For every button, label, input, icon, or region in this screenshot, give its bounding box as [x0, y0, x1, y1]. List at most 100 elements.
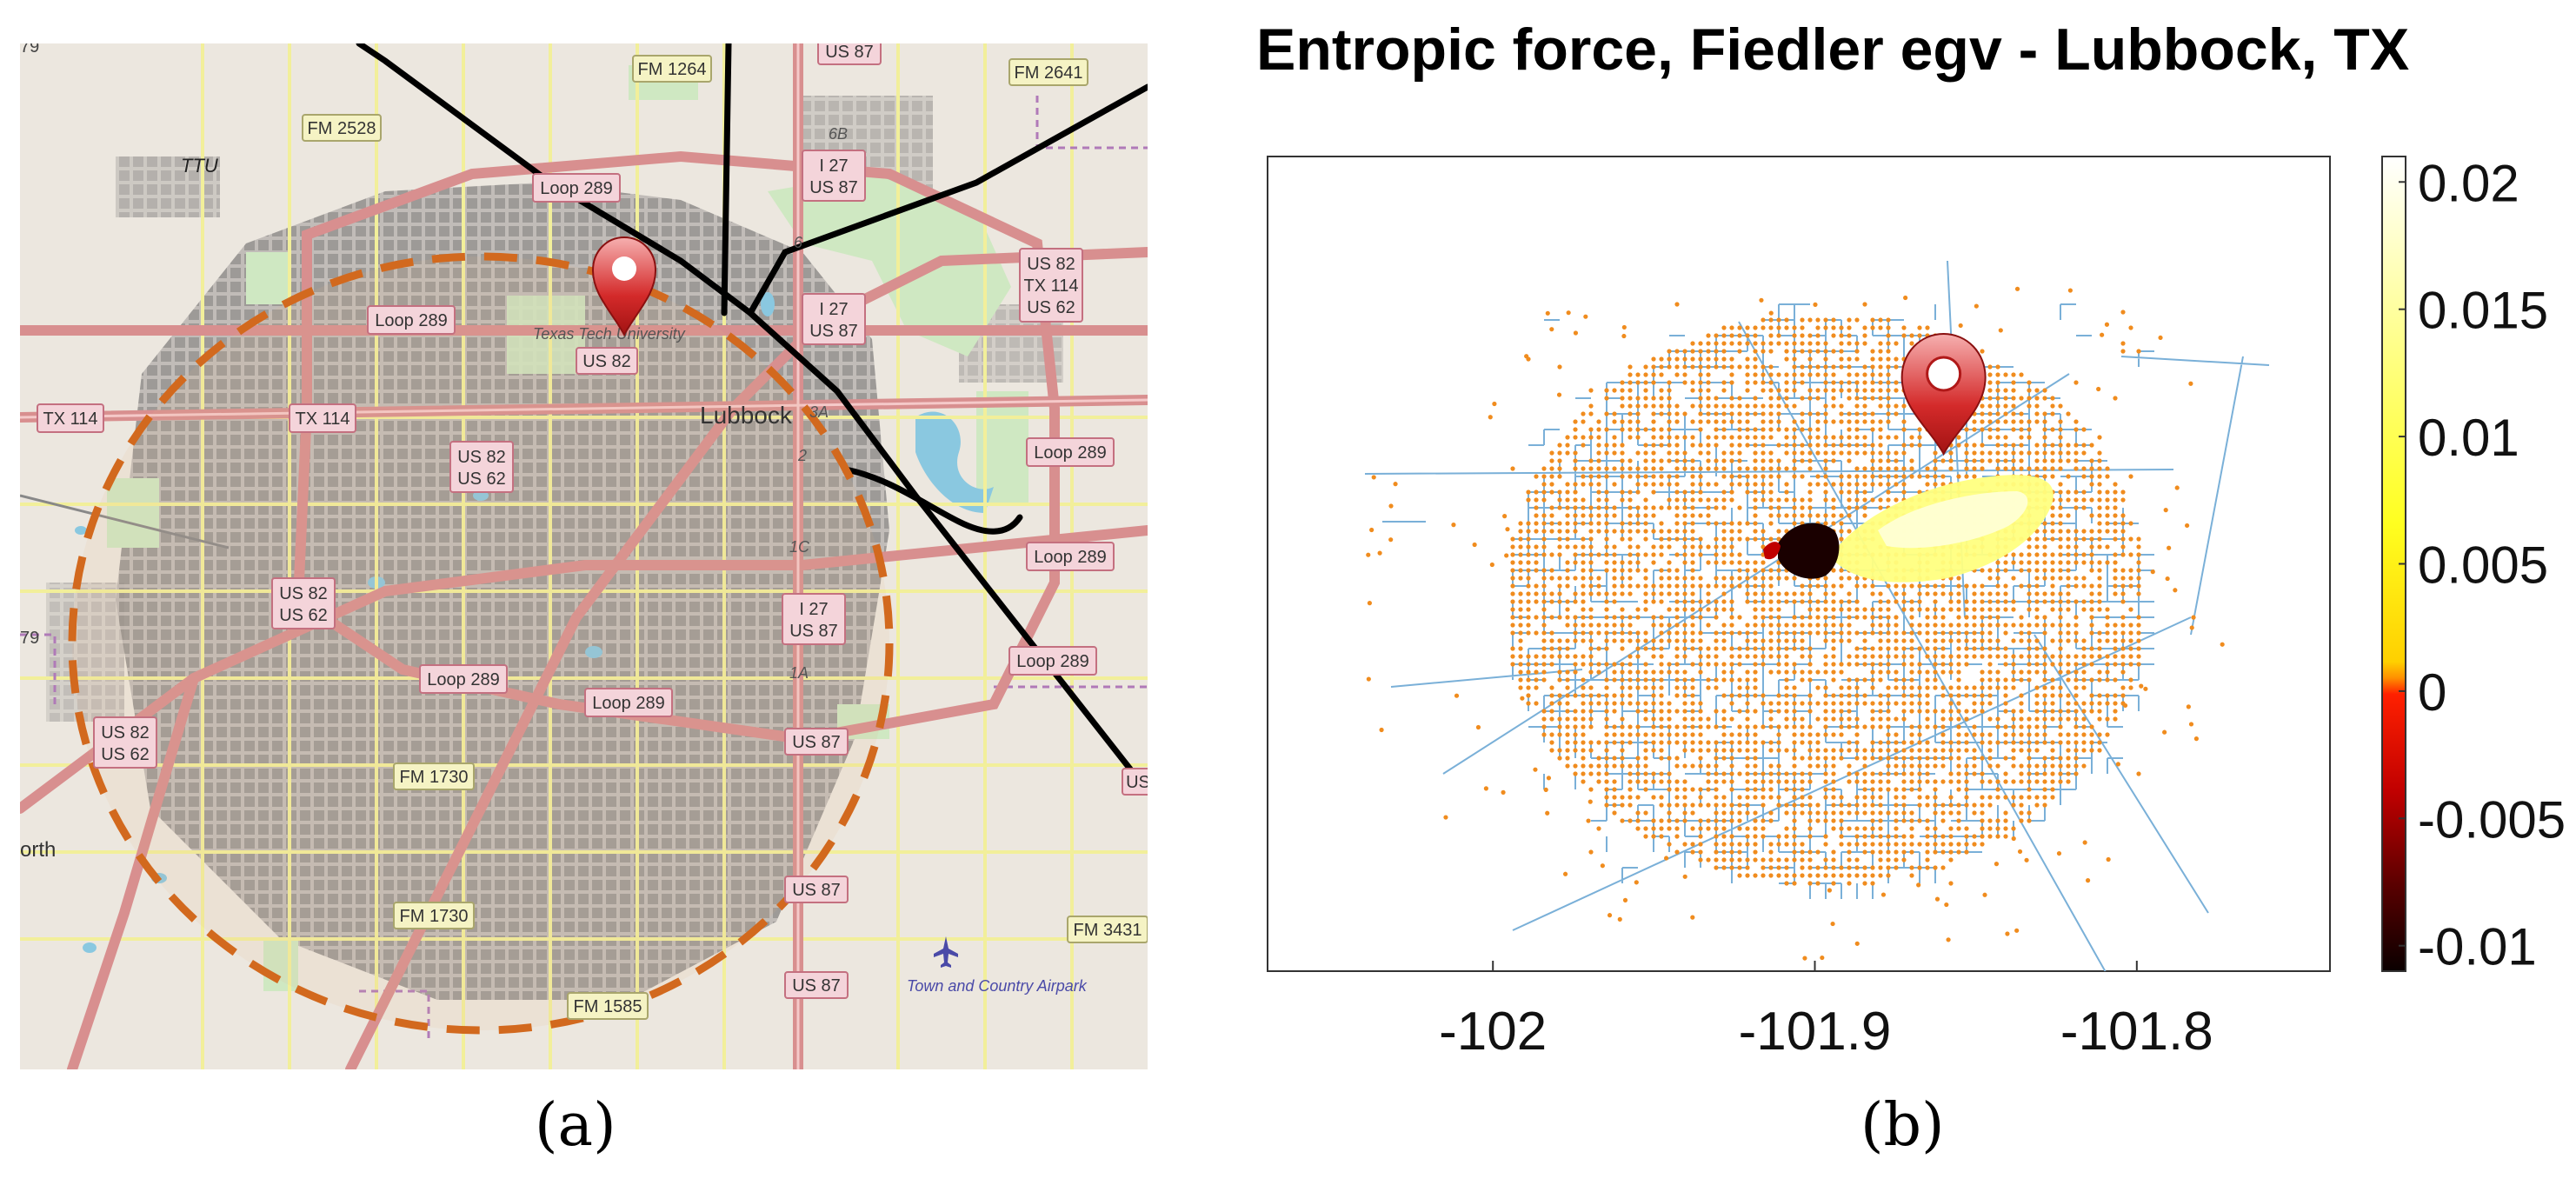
svg-text:TX 114: TX 114: [43, 410, 98, 429]
chart-title: Entropic force, Fiedler egv - Lubbock, T…: [1256, 17, 2410, 83]
x-axis: -102 -101.9 -101.8: [1439, 961, 2213, 1062]
svg-text:Loop 289: Loop 289: [540, 179, 612, 198]
svg-text:FM 1264: FM 1264: [638, 60, 707, 79]
svg-text:Loop 289: Loop 289: [592, 694, 664, 713]
road-shields: FM 1264 FM 2528 FM 2641 FM 1730 FM 1730 …: [37, 43, 1148, 1020]
location-marker-icon: [591, 236, 657, 337]
svg-text:US 62: US 62: [279, 606, 328, 625]
minor-roads: [20, 43, 1148, 1069]
label-edge-79: 79: [20, 629, 39, 648]
shield-loop289-6: Loop 289: [419, 664, 508, 694]
svg-text:FM 2641: FM 2641: [1015, 63, 1083, 83]
label-airport: Town and Country Airpark: [907, 977, 1088, 995]
shield-us87-top: US 87: [817, 43, 882, 65]
shield-us82-us62-2: US 82 US 62: [271, 577, 336, 629]
label-exit-2: 2: [797, 447, 807, 464]
svg-text:Loop 289: Loop 289: [375, 311, 447, 330]
shield-tx114-2: TX 114: [289, 403, 356, 433]
colorbar-tick-label: 0.01: [2418, 409, 2519, 467]
svg-text:US 62: US 62: [457, 469, 506, 489]
shield-loop289-3: Loop 289: [1026, 437, 1115, 467]
colorbar-tick-label: -0.005: [2418, 790, 2566, 849]
colorbar-tick-label: 0.02: [2418, 154, 2519, 212]
svg-text:US 82: US 82: [457, 448, 506, 467]
svg-text:US: US: [1126, 773, 1148, 792]
svg-text:FM 1730: FM 1730: [400, 907, 469, 926]
dashed-circle: [68, 252, 894, 1035]
svg-text:US 87: US 87: [825, 43, 874, 62]
shield-tx114-1: TX 114: [37, 403, 104, 433]
entropic-force-plot: -102 -101.9 -101.8 0.02 0.015 0.01 0.005 0 -0.0…: [1267, 154, 2566, 1062]
svg-text:TX 114: TX 114: [296, 410, 350, 429]
svg-text:US 82: US 82: [279, 584, 328, 603]
label-ttu: TTU: [181, 155, 218, 176]
shield-loop289-4: Loop 289: [1026, 542, 1115, 571]
caption-b: (b): [1860, 1091, 1945, 1160]
shield-loop289-5: Loop 289: [1008, 646, 1097, 676]
shield-i27-us87-2: I 27 US 87: [802, 293, 866, 345]
svg-text:US 62: US 62: [101, 745, 150, 764]
x-tick-label: -101.8: [2060, 1002, 2213, 1062]
svg-text:TX 114: TX 114: [1024, 276, 1079, 296]
svg-text:I 27: I 27: [799, 600, 828, 619]
shield-loop289-2: Loop 289: [367, 305, 456, 335]
colorbar-ticks: 0.02 0.015 0.01 0.005 0 -0.005 -0.01: [2399, 154, 2566, 976]
x-tick-label: -102: [1439, 1002, 1547, 1062]
low-value-region: [1778, 523, 1840, 579]
low-value-edge: [1763, 542, 1781, 560]
shield-us82-us62-3: US 82 US 62: [93, 716, 157, 769]
shield-fm1585: FM 1585: [567, 992, 649, 1020]
network-nodes: [1366, 286, 2225, 961]
svg-text:FM 3431: FM 3431: [1074, 921, 1142, 940]
svg-text:US 87: US 87: [792, 976, 841, 996]
railway: [20, 494, 230, 549]
shield-loop289-1: Loop 289: [532, 173, 621, 203]
label-north: orth: [20, 838, 56, 862]
svg-text:Loop 289: Loop 289: [1034, 548, 1106, 567]
svg-text:US 87: US 87: [809, 178, 858, 197]
shield-us82: US 82: [576, 347, 638, 375]
svg-text:Loop 289: Loop 289: [1016, 652, 1088, 671]
svg-text:US 87: US 87: [809, 322, 858, 341]
svg-text:I 27: I 27: [819, 156, 848, 176]
highlight-regions: [1763, 475, 2053, 583]
colorbar-tick-label: 0.015: [2418, 282, 2548, 340]
colorbar-tick-label: 0.005: [2418, 536, 2548, 595]
network-graph: [1364, 260, 2270, 971]
svg-text:US 87: US 87: [792, 733, 841, 752]
label-exit-1c: 1C: [789, 538, 810, 556]
location-marker-icon: [1900, 332, 1987, 456]
shield-fm2528: FM 2528: [302, 114, 382, 142]
svg-text:FM 1730: FM 1730: [400, 768, 469, 787]
shield-fm2641: FM 2641: [1008, 58, 1088, 86]
water: [75, 292, 1069, 953]
network-boundary-lines: [356, 43, 1148, 795]
svg-text:FM 2528: FM 2528: [308, 119, 376, 138]
x-tick-label: -101.9: [1739, 1002, 1892, 1062]
svg-text:US 82: US 82: [101, 723, 150, 743]
svg-text:I 27: I 27: [819, 300, 848, 319]
shield-fm3431: FM 3431: [1067, 916, 1148, 943]
panel-a: TTU Lubbock Texas Tech University orth T…: [0, 0, 1148, 1192]
svg-text:Loop 289: Loop 289: [1034, 443, 1106, 463]
colorbar-tick-label: -0.01: [2418, 918, 2537, 976]
shield-us82-tx114-us62: US 82 TX 114 US 62: [1019, 248, 1083, 323]
street-map: TTU Lubbock Texas Tech University orth T…: [20, 43, 1148, 1069]
label-exit-3a: 3A: [809, 403, 829, 421]
svg-text:US 82: US 82: [582, 352, 631, 371]
airport-icon: [934, 936, 958, 968]
shield-us87-1: US 87: [784, 728, 849, 756]
svg-text:FM 1585: FM 1585: [574, 997, 642, 1016]
shield-loop289-7: Loop 289: [584, 688, 673, 717]
high-value-core: [1878, 491, 2028, 549]
label-lubbock: Lubbock: [700, 402, 793, 429]
label-edge-79-top: 79: [20, 43, 39, 57]
label-exit-6: 6: [794, 234, 803, 251]
svg-text:Loop 289: Loop 289: [427, 670, 499, 689]
caption-a: (a): [535, 1091, 616, 1160]
svg-text:US 82: US 82: [1027, 255, 1075, 274]
label-texas-tech: Texas Tech University: [533, 325, 686, 343]
colorbar-tick-label: 0: [2418, 663, 2446, 722]
shield-edge-us: US: [1122, 768, 1148, 796]
shield-us87-2: US 87: [784, 876, 849, 903]
